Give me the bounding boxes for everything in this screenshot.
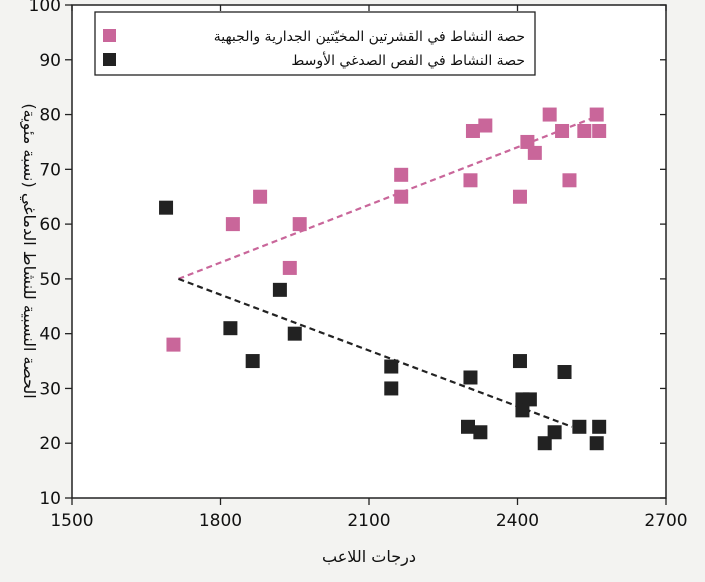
y-tick-label: 50 [39, 270, 61, 290]
legend: حصة النشاط في القشرتين المخيّتين الجداري… [94, 11, 536, 76]
data-point-series-1 [463, 173, 478, 188]
x-tick-label: 2700 [644, 511, 687, 531]
y-axis-title: الحصة النسبية للنشاط الدماغي (نسبة مئوية… [19, 103, 39, 398]
data-point-series-2 [592, 419, 607, 434]
data-point-series-2 [384, 359, 399, 374]
data-point-series-2 [473, 425, 488, 440]
data-point-series-2 [272, 282, 287, 297]
data-point-series-1 [225, 217, 240, 232]
data-point-series-1 [577, 123, 592, 138]
y-tick-label: 30 [39, 379, 61, 399]
legend-swatch [103, 53, 116, 66]
data-point-series-2 [589, 436, 604, 451]
data-point-series-1 [562, 173, 577, 188]
y-tick-label: 100 [29, 0, 61, 16]
data-point-series-2 [512, 354, 527, 369]
trend-line-series-2 [178, 277, 573, 428]
data-point-series-1 [166, 337, 181, 352]
data-point-series-1 [394, 167, 409, 182]
data-point-series-1 [592, 123, 607, 138]
data-point-series-2 [223, 321, 238, 336]
legend-swatch [103, 29, 116, 42]
data-point-series-1 [512, 189, 527, 204]
trend-line-series-1 [178, 113, 603, 280]
data-point-series-1 [542, 107, 557, 122]
data-point-series-1 [394, 189, 409, 204]
data-point-series-2 [287, 326, 302, 341]
y-tick-label: 20 [39, 434, 61, 454]
x-tick-label: 2100 [347, 511, 390, 531]
data-point-series-2 [572, 419, 587, 434]
data-point-series-1 [292, 217, 307, 232]
data-point-series-1 [555, 123, 570, 138]
y-tick-label: 90 [39, 51, 61, 71]
data-point-series-1 [253, 189, 268, 204]
x-axis-title: درجات اللاعب [322, 547, 416, 567]
y-tick-label: 10 [39, 489, 61, 509]
x-tick-label: 2400 [496, 511, 539, 531]
data-point-series-2 [461, 419, 475, 434]
axis-ticks: 1500 1800 2100 2400 2700 10 20 30 40 50 60 70 80 90 10… [29, 0, 688, 531]
legend-label: حصة النشاط في الفص الصدغي الأوسط [291, 51, 525, 69]
data-point-series-1 [520, 134, 535, 149]
data-points [159, 107, 607, 451]
data-point-series-2 [384, 381, 399, 396]
x-tick-label: 1500 [50, 511, 93, 531]
data-point-series-2 [245, 354, 260, 369]
data-point-series-2 [547, 425, 562, 440]
data-point-series-2 [159, 200, 174, 215]
data-point-series-2 [537, 436, 552, 451]
y-tick-label: 40 [39, 325, 61, 345]
data-point-series-2 [463, 370, 478, 385]
data-point-series-1 [478, 118, 493, 133]
data-point-series-1 [282, 260, 297, 275]
data-point-series-1 [589, 107, 604, 122]
data-point-series-2 [557, 365, 572, 380]
data-point-series-2 [515, 403, 530, 418]
y-tick-label: 70 [39, 160, 61, 180]
trend-lines [178, 113, 603, 428]
y-tick-label: 60 [39, 215, 61, 235]
y-tick-label: 80 [39, 106, 61, 126]
legend-box [94, 11, 536, 76]
plot-area [71, 4, 667, 499]
data-point-series-1 [465, 123, 480, 138]
legend-label: حصة النشاط في القشرتين المخيّتين الجداري… [214, 29, 525, 45]
x-tick-label: 1800 [199, 511, 242, 531]
data-point-series-1 [527, 145, 542, 160]
data-point-series-2 [522, 392, 537, 407]
